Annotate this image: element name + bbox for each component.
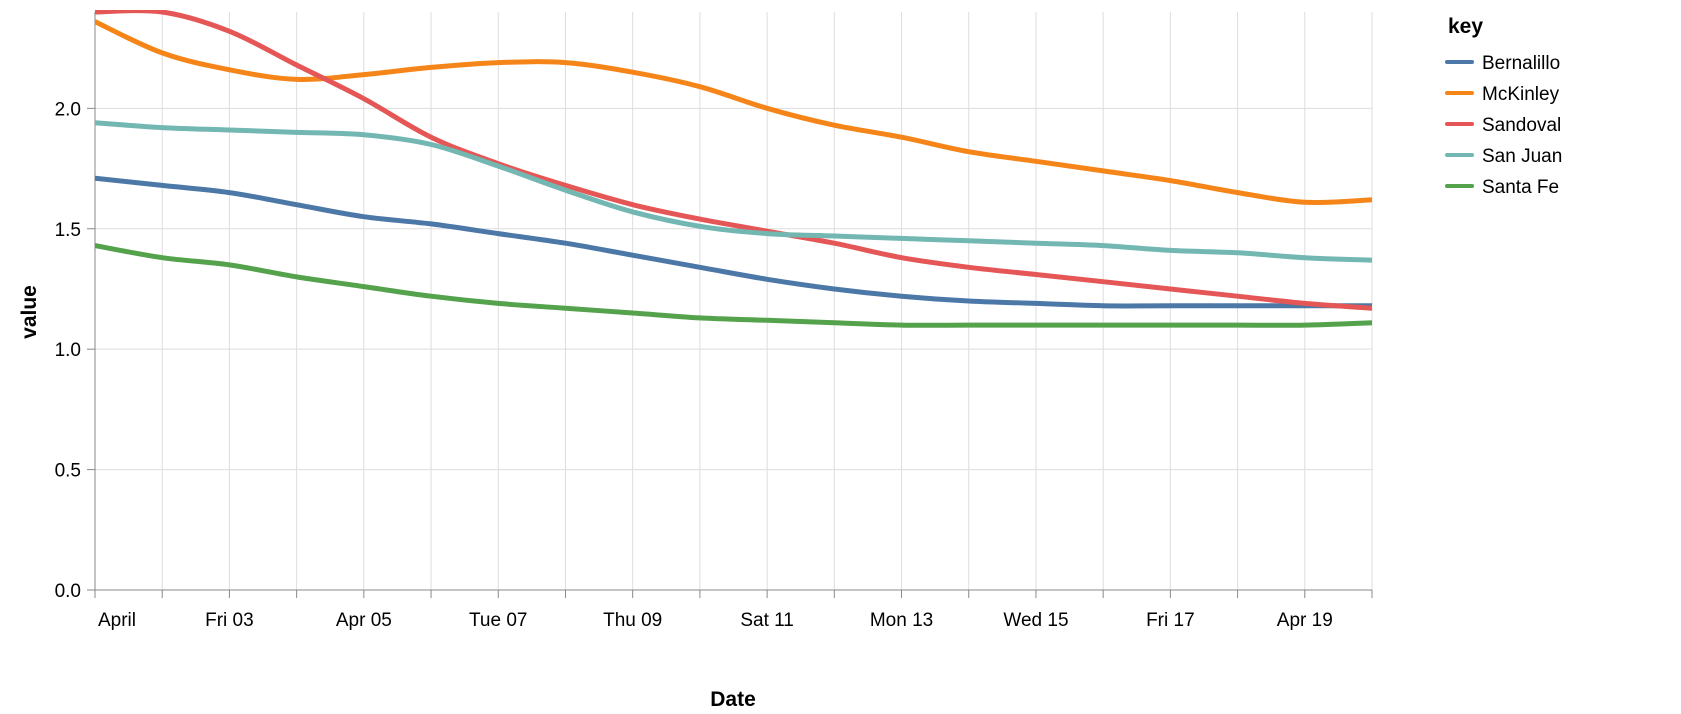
x-tick-label: April	[98, 610, 136, 631]
x-tick-label: Apr 05	[336, 610, 392, 631]
series-line-mckinley	[95, 19, 1372, 206]
legend-title: key	[1448, 15, 1483, 38]
y-axis-title: value	[18, 285, 41, 339]
y-tick-label: 1.5	[55, 220, 81, 241]
y-axis: 0.0 0.5 1.0 1.5 2.0	[55, 12, 96, 602]
legend-items: Bernalillo McKinley Sandoval San Juan Santa …	[1445, 53, 1562, 198]
series-lines	[95, 10, 1372, 328]
legend-label: Bernalillo	[1482, 53, 1560, 74]
legend-label: Sandoval	[1482, 115, 1561, 136]
legend: key Bernalillo McKinley Sandoval San Juan Sa…	[1445, 15, 1562, 198]
y-tick-label: 0.0	[55, 581, 81, 602]
y-tick-label: 2.0	[55, 99, 81, 120]
x-axis: April Fri 03 Apr 05 Tue 07 Thu 09 Sat 11 Mon 1…	[94, 589, 1373, 631]
series-line-santa-fe	[95, 243, 1372, 328]
x-axis-title: Date	[710, 688, 756, 711]
x-tick-label: Thu 09	[603, 610, 662, 631]
series-line-sandoval	[95, 10, 1372, 311]
y-tick-label: 0.5	[55, 461, 81, 482]
x-tick-label: Fri 03	[205, 610, 254, 631]
legend-item-bernalillo: Bernalillo	[1445, 53, 1560, 74]
legend-label: Santa Fe	[1482, 177, 1559, 198]
x-tick-label: Wed 15	[1003, 610, 1068, 631]
x-tick-label: Mon 13	[870, 610, 933, 631]
legend-item-santa-fe: Santa Fe	[1445, 177, 1559, 198]
x-tick-label: Fri 17	[1146, 610, 1195, 631]
legend-item-mckinley: McKinley	[1445, 84, 1560, 105]
y-tick-label: 1.0	[55, 340, 81, 361]
x-tick-label: Apr 19	[1277, 610, 1333, 631]
legend-label: San Juan	[1482, 146, 1562, 167]
legend-label: McKinley	[1482, 84, 1560, 105]
legend-item-sandoval: Sandoval	[1445, 115, 1561, 136]
x-tick-label: Tue 07	[469, 610, 527, 631]
x-tick-label: Sat 11	[740, 610, 794, 631]
series-line-bernalillo	[95, 175, 1372, 309]
series-line-san-juan	[95, 120, 1372, 263]
legend-item-san-juan: San Juan	[1445, 146, 1562, 167]
